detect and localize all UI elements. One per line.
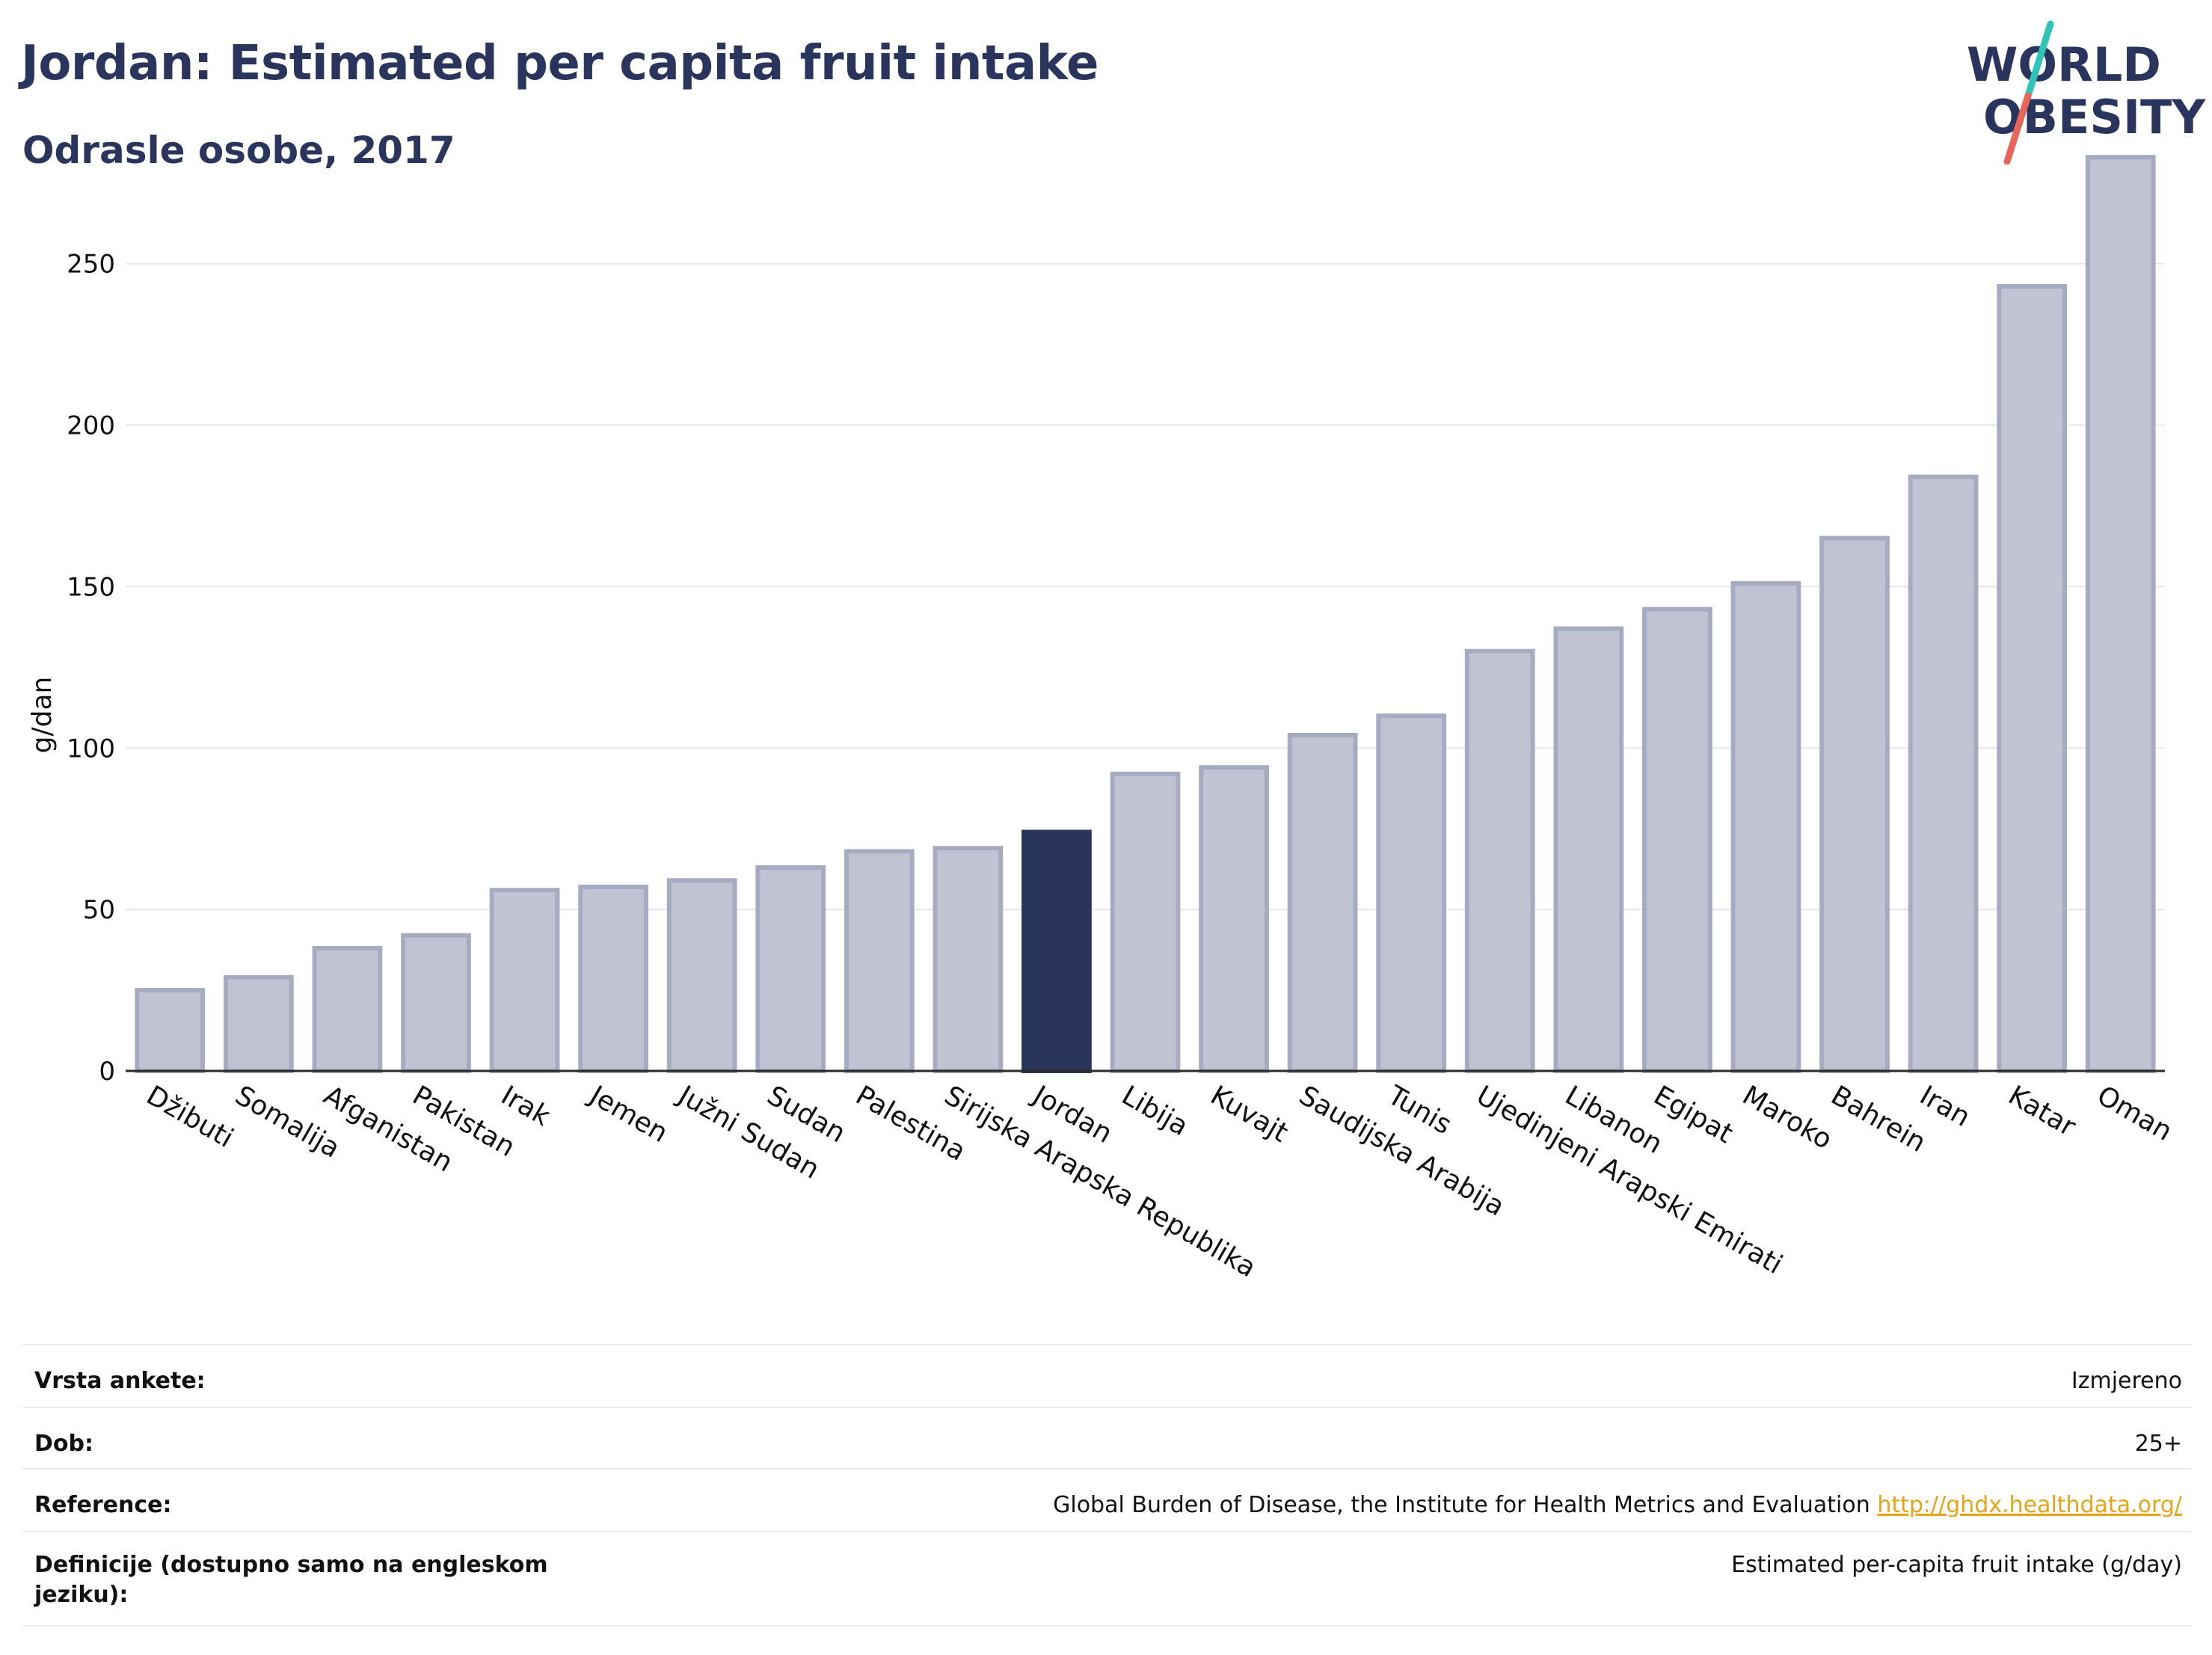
info-row-age: Dob: 25+ bbox=[22, 1407, 2191, 1468]
bars bbox=[135, 155, 2156, 1074]
bar bbox=[1908, 474, 1979, 1073]
y-tick-label: 150 bbox=[67, 572, 115, 602]
bar-chart: 0 50 100 150 200 250 DžibutiSomalijaAfganista… bbox=[27, 155, 2178, 1283]
info-label-reference: Reference: bbox=[34, 1492, 172, 1518]
bar bbox=[1997, 283, 2068, 1073]
x-tick-label: Iran bbox=[1914, 1080, 1975, 1133]
y-tick-label: 200 bbox=[67, 411, 115, 441]
bar bbox=[489, 888, 560, 1074]
info-value-age: 25+ bbox=[2134, 1431, 2182, 1457]
info-row-survey-type: Vrsta ankete: Izmjereno bbox=[22, 1344, 2191, 1407]
reference-text: Global Burden of Disease, the Institute … bbox=[1053, 1492, 1870, 1518]
world-obesity-logo[interactable]: WORLD OBESITY bbox=[1944, 15, 2212, 165]
info-row-definition: Definicije (dostupno samo na engleskom j… bbox=[22, 1531, 2191, 1627]
bar bbox=[844, 849, 915, 1074]
x-tick-label: Ujedinjeni Arapski Emirati bbox=[1471, 1080, 1787, 1280]
bar bbox=[223, 974, 294, 1074]
chart-subtitle: Odrasle osobe, 2017 bbox=[22, 129, 455, 172]
bar bbox=[1730, 581, 1801, 1073]
logo-slash-teal bbox=[2024, 20, 2054, 99]
x-tick-label: Bahrein bbox=[1826, 1080, 1931, 1158]
y-axis-tick-labels: 0 50 100 150 200 250 bbox=[67, 250, 115, 1087]
x-tick-label: Kuvajt bbox=[1205, 1080, 1294, 1149]
bar bbox=[933, 846, 1004, 1073]
reference-link[interactable]: http://ghdx.healthdata.org/ bbox=[1877, 1492, 2182, 1518]
y-tick-label: 250 bbox=[67, 250, 115, 280]
y-tick-label: 0 bbox=[99, 1057, 115, 1087]
info-label-survey-type: Vrsta ankete: bbox=[34, 1368, 206, 1394]
info-table: Vrsta ankete: Izmjereno Dob: 25+ Referen… bbox=[22, 1344, 2191, 1627]
logo-slash-coral bbox=[2003, 92, 2032, 165]
x-tick-label: Libija bbox=[1116, 1080, 1193, 1142]
info-label-age: Dob: bbox=[34, 1431, 93, 1457]
bar-highlight bbox=[1021, 829, 1092, 1074]
bar bbox=[1199, 765, 1269, 1073]
info-value-definition: Estimated per-capita fruit intake (g/day… bbox=[1731, 1552, 2182, 1578]
y-axis-title: g/dan bbox=[27, 677, 58, 754]
bar bbox=[1464, 648, 1535, 1073]
logo-word-world: WORLD bbox=[1967, 37, 2161, 92]
info-value-reference: Global Burden of Disease, the Institute … bbox=[1053, 1492, 2182, 1518]
bar bbox=[401, 933, 471, 1074]
x-tick-label: Maroko bbox=[1737, 1080, 1837, 1155]
x-tick-label: Katar bbox=[2003, 1080, 2081, 1143]
x-tick-label: Džibuti bbox=[141, 1080, 239, 1154]
bar bbox=[135, 988, 206, 1074]
y-tick-label: 50 bbox=[83, 895, 115, 925]
bar bbox=[578, 884, 648, 1073]
x-tick-label: Irak bbox=[496, 1080, 556, 1132]
x-tick-label: Jemen bbox=[583, 1079, 673, 1149]
info-label-definition: Definicije (dostupno samo na engleskom j… bbox=[34, 1552, 548, 1608]
bar bbox=[1642, 607, 1712, 1073]
bar bbox=[1110, 771, 1181, 1074]
bar bbox=[755, 865, 826, 1073]
info-value-survey-type: Izmjereno bbox=[2071, 1368, 2182, 1394]
y-tick-label: 100 bbox=[67, 734, 115, 764]
bar bbox=[1553, 626, 1624, 1073]
bar bbox=[2085, 155, 2156, 1073]
x-tick-label: Oman bbox=[2092, 1080, 2177, 1147]
bar bbox=[1819, 535, 1890, 1073]
info-row-reference: Reference: Global Burden of Disease, the… bbox=[22, 1468, 2191, 1531]
bar bbox=[312, 945, 383, 1073]
bar bbox=[1287, 733, 1358, 1073]
bar bbox=[1376, 713, 1447, 1073]
bar bbox=[666, 878, 737, 1073]
chart-title: Jordan: Estimated per capita fruit intak… bbox=[21, 36, 1099, 91]
